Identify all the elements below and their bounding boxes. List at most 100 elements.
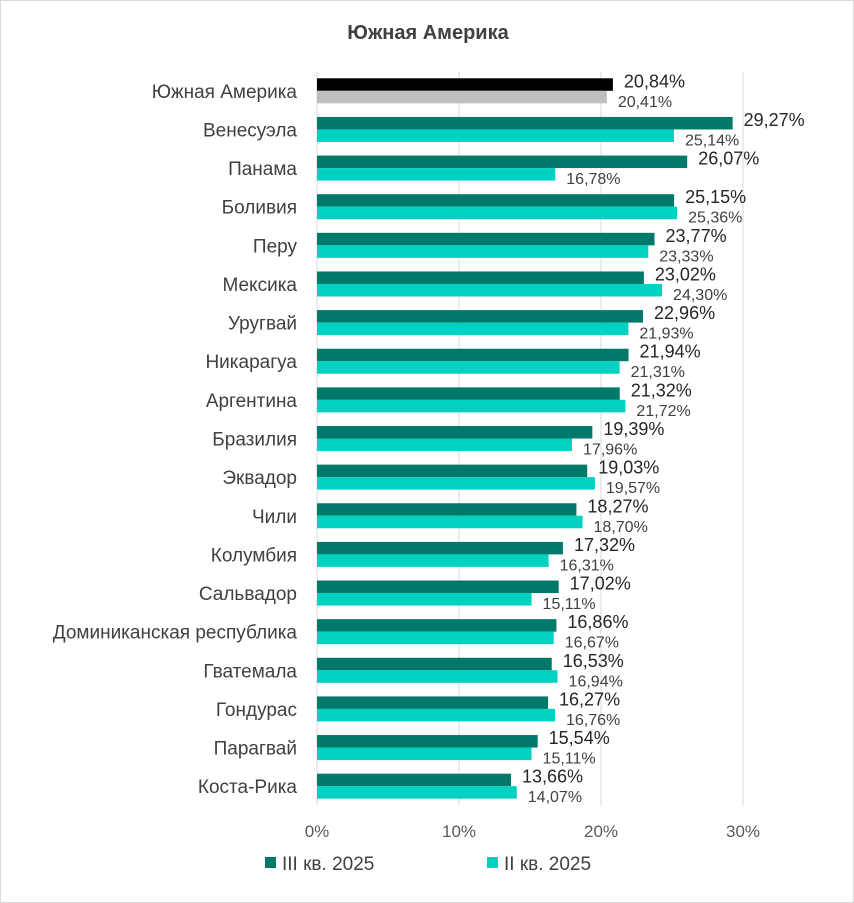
data-label-ii-q: 16,94% (569, 673, 623, 690)
bar-iii-q[interactable] (317, 116, 733, 130)
category-label: Аргентина (206, 391, 298, 412)
data-label-ii-q: 17,96% (583, 442, 637, 459)
x-tick-label: 20% (584, 822, 618, 841)
data-label-ii-q: 24,30% (673, 287, 727, 304)
bar-iii-q[interactable] (317, 348, 629, 362)
data-label-iii-q: 23,02% (655, 264, 716, 284)
data-label-iii-q: 23,77% (666, 226, 727, 246)
category-label: Чили (252, 507, 297, 528)
bar-iii-q[interactable] (317, 232, 655, 246)
category-label: Никарагуа (205, 352, 297, 373)
bar-ii-q[interactable] (317, 168, 556, 181)
data-label-ii-q: 19,57% (606, 480, 660, 497)
data-label-ii-q: 14,07% (528, 789, 582, 806)
bar-ii-q[interactable] (317, 283, 663, 297)
data-label-iii-q: 16,53% (563, 651, 624, 671)
category-label: Мексика (222, 275, 297, 296)
legend[interactable]: III кв. 2025 II кв. 2025 (265, 854, 591, 875)
data-label-ii-q: 16,31% (560, 557, 614, 574)
bar-ii-q[interactable] (317, 708, 555, 722)
legend-label-iii-q[interactable]: III кв. 2025 (282, 854, 374, 875)
category-label: Гондурас (216, 700, 297, 721)
data-label-ii-q: 21,31% (631, 364, 685, 381)
category-label: Бразилия (212, 430, 297, 451)
category-label: Уругвай (228, 314, 297, 335)
bar-iii-q[interactable] (317, 78, 613, 91)
x-tick-label: 30% (726, 822, 760, 841)
data-label-ii-q: 23,33% (659, 248, 713, 265)
bar-iii-q[interactable] (317, 773, 511, 787)
data-label-iii-q: 17,32% (574, 535, 635, 555)
category-label: Сальвадор (199, 584, 297, 605)
x-tick-label: 10% (442, 822, 476, 841)
bar-ii-q[interactable] (317, 245, 649, 258)
data-label-iii-q: 13,66% (522, 767, 583, 787)
bar-ii-q[interactable] (317, 90, 607, 104)
bar-ii-q[interactable] (317, 670, 558, 683)
data-label-iii-q: 22,96% (654, 303, 715, 323)
data-label-iii-q: 16,86% (567, 612, 628, 632)
legend-swatch-ii-q (487, 857, 498, 868)
bar-ii-q[interactable] (317, 631, 554, 645)
data-label-iii-q: 20,84% (624, 71, 685, 91)
category-label: Коста-Рика (198, 777, 298, 798)
bar-iii-q[interactable] (317, 580, 559, 594)
bar-ii-q[interactable] (317, 554, 549, 567)
bar-ii-q[interactable] (317, 361, 620, 374)
data-labels: 20,84% 20,41% 29,27% 25,14%26,07% 16,78% 25,1… (522, 71, 805, 806)
data-label-ii-q: 21,72% (636, 403, 690, 420)
data-label-iii-q: 26,07% (698, 149, 759, 169)
data-label-iii-q: 21,94% (640, 342, 701, 362)
bar-ii-q[interactable] (317, 477, 595, 490)
bar-iii-q[interactable] (317, 387, 620, 400)
data-label-ii-q: 16,76% (566, 712, 620, 729)
category-label: Гватемала (203, 661, 297, 682)
category-label: Венесуэла (203, 120, 297, 141)
bar-iii-q[interactable] (317, 619, 557, 632)
bar-ii-q[interactable] (317, 515, 583, 529)
bar-iii-q[interactable] (317, 464, 588, 478)
bar-iii-q[interactable] (317, 155, 688, 169)
category-label: Боливия (222, 198, 297, 219)
data-label-iii-q: 25,15% (685, 187, 746, 207)
bar-iii-q[interactable] (317, 310, 644, 323)
legend-label-ii-q[interactable]: II кв. 2025 (504, 854, 591, 875)
category-label: Южная Америка (152, 82, 298, 103)
category-label: Перу (253, 236, 298, 257)
bar-ii-q[interactable] (317, 399, 626, 413)
bar-ii-q[interactable] (317, 747, 532, 761)
bar-ii-q[interactable] (317, 786, 517, 799)
category-label: Эквадор (222, 468, 297, 489)
bar-ii-q[interactable] (317, 322, 629, 336)
x-tick-label: 0% (305, 822, 330, 841)
bar-iii-q[interactable] (317, 271, 644, 284)
chart-title: Южная Америка (347, 22, 509, 44)
data-label-ii-q: 16,67% (565, 635, 619, 652)
bar-iii-q[interactable] (317, 657, 552, 671)
data-label-ii-q: 20,41% (618, 94, 672, 111)
bar-iii-q[interactable] (317, 735, 538, 748)
bar-iii-q[interactable] (317, 426, 593, 439)
data-label-ii-q: 21,93% (639, 326, 693, 343)
category-label: Панама (228, 159, 297, 180)
data-label-ii-q: 15,11% (543, 596, 596, 613)
bar-iii-q[interactable] (317, 696, 549, 709)
data-label-iii-q: 19,39% (603, 419, 664, 439)
bar-iii-q[interactable] (317, 503, 577, 516)
bar-ii-q[interactable] (317, 438, 573, 452)
bar-ii-q[interactable] (317, 129, 674, 142)
bar-iii-q[interactable] (317, 194, 675, 207)
data-label-ii-q: 15,11% (543, 751, 596, 768)
data-label-ii-q: 25,36% (688, 210, 742, 227)
bar-ii-q[interactable] (317, 206, 678, 220)
data-label-iii-q: 19,03% (598, 458, 659, 478)
data-label-iii-q: 15,54% (549, 728, 610, 748)
data-label-iii-q: 29,27% (744, 110, 805, 130)
data-label-iii-q: 16,27% (559, 689, 620, 709)
bar-ii-q[interactable] (317, 593, 532, 606)
category-label: Колумбия (211, 545, 297, 566)
bar-iii-q[interactable] (317, 541, 563, 555)
category-label: Парагвай (214, 739, 297, 760)
data-label-iii-q: 17,02% (570, 574, 631, 594)
data-label-iii-q: 21,32% (631, 380, 692, 400)
